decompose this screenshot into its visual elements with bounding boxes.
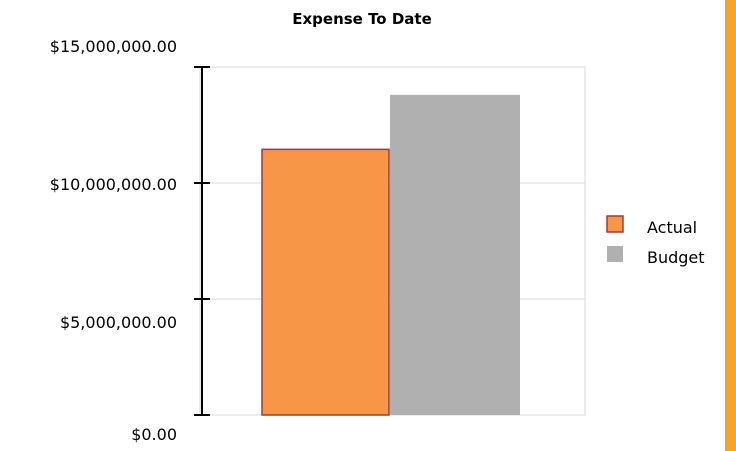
y-tick-label-1: $5,000,000.00 (60, 313, 177, 332)
bar-group (261, 94, 520, 416)
y-axis-labels: $0.00 $5,000,000.00 $10,000,000.00 $15,000,… (50, 37, 177, 444)
bar-budget (390, 94, 520, 415)
chart-title: Expense To Date (292, 10, 432, 28)
legend: Actual Budget (606, 215, 705, 267)
y-tick-label-0: $0.00 (131, 425, 177, 444)
legend-swatch-budget (607, 246, 623, 262)
legend-swatch-actual (606, 215, 624, 233)
y-tick-label-2: $10,000,000.00 (50, 175, 177, 194)
right-accent-bar (725, 0, 736, 451)
legend-label-budget: Budget (647, 248, 705, 267)
bar-actual (261, 148, 390, 416)
y-axis (194, 66, 210, 416)
y-tick-label-3: $15,000,000.00 (50, 37, 177, 56)
legend-label-actual: Actual (647, 218, 697, 237)
